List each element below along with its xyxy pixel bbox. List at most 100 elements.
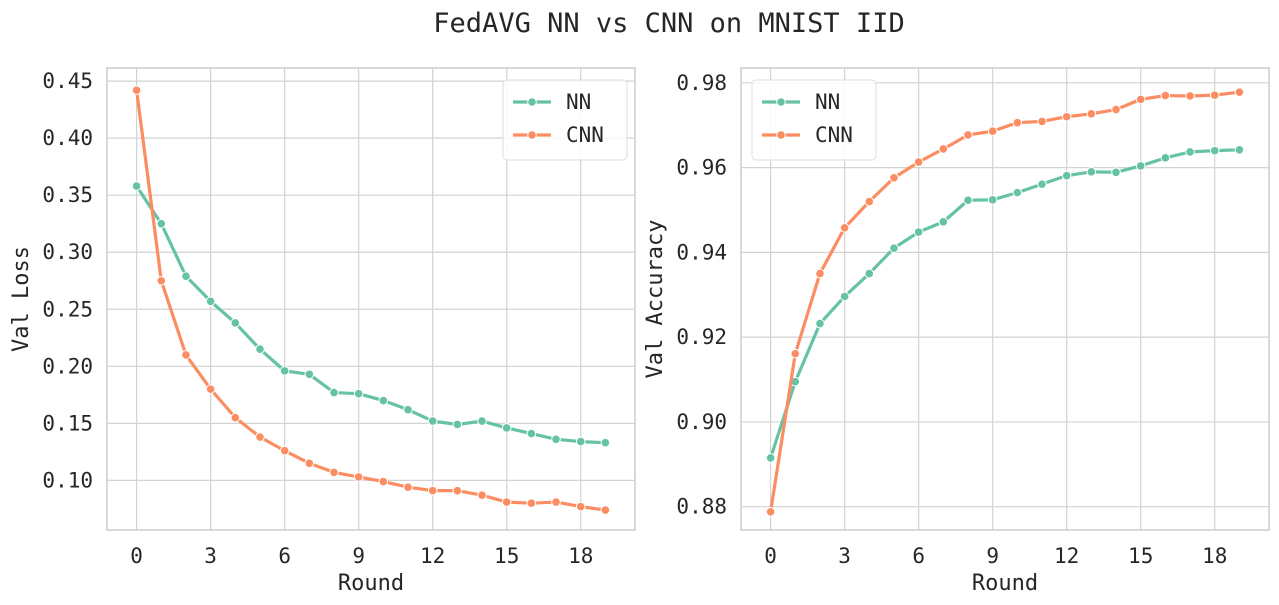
data-point-cnn: [938, 144, 949, 154]
legend-marker-nn: [776, 97, 786, 107]
x-tick-label: 9: [352, 544, 365, 568]
data-point-nn: [205, 296, 216, 307]
y-tick-label: 0.96: [676, 156, 727, 180]
legend-label-nn: NN: [815, 90, 840, 114]
data-point-nn: [600, 437, 611, 448]
data-point-nn: [181, 271, 191, 281]
figure-title: FedAVG NN vs CNN on MNIST IID: [433, 8, 904, 39]
x-tick-label: 15: [1128, 544, 1153, 568]
data-point-nn: [131, 181, 142, 191]
x-tick-label: 6: [912, 544, 925, 568]
data-point-cnn: [551, 497, 561, 507]
legend: NN CNN: [502, 79, 628, 161]
legend-label-nn: NN: [566, 90, 591, 114]
data-point-cnn: [452, 485, 463, 496]
data-point-cnn: [1111, 104, 1121, 115]
data-point-cnn: [526, 498, 537, 508]
data-point-nn: [1135, 161, 1146, 171]
legend-box: [751, 79, 877, 161]
x-tick-label: 18: [568, 544, 593, 568]
data-point-cnn: [575, 501, 586, 512]
legend-marker-nn: [527, 97, 537, 107]
data-point-nn: [329, 387, 339, 398]
data-point-nn: [279, 366, 290, 376]
data-point-cnn: [501, 497, 512, 507]
x-tick-label: 18: [1202, 544, 1227, 568]
data-point-nn: [452, 419, 463, 430]
data-point-cnn: [378, 476, 389, 487]
data-point-nn: [255, 344, 265, 354]
data-point-cnn: [353, 472, 364, 482]
data-point-nn: [1234, 145, 1245, 155]
data-point-cnn: [1086, 108, 1097, 119]
y-tick-label: 0.40: [42, 126, 93, 150]
x-tick-label: 15: [494, 544, 519, 568]
data-point-nn: [913, 227, 924, 237]
data-point-nn: [403, 404, 413, 415]
y-tick-label: 0.15: [42, 411, 93, 435]
data-point-cnn: [889, 172, 899, 183]
data-point-nn: [477, 416, 487, 426]
data-point-nn: [378, 395, 389, 406]
y-axis-label: Val Accuracy: [643, 220, 668, 379]
legend-marker-cnn: [776, 130, 786, 140]
data-point-cnn: [1234, 87, 1245, 97]
x-tick-label: 9: [986, 544, 999, 568]
y-tick-label: 0.92: [676, 325, 727, 349]
plot-frame: [740, 67, 1270, 531]
data-point-nn: [938, 217, 949, 227]
data-point-nn: [501, 423, 512, 433]
data-point-nn: [1012, 187, 1023, 198]
y-tick-label: 0.30: [42, 240, 93, 264]
y-tick-label: 0.88: [676, 495, 727, 519]
data-point-cnn: [477, 490, 487, 501]
data-point-nn: [156, 218, 167, 229]
y-tick-label: 0.94: [676, 240, 727, 264]
data-point-nn: [575, 436, 586, 447]
y-tick-label: 0.98: [676, 71, 727, 95]
data-point-nn: [427, 416, 438, 426]
data-point-cnn: [864, 196, 875, 207]
data-point-cnn: [304, 458, 315, 469]
data-point-nn: [987, 195, 998, 205]
data-point-nn: [230, 318, 241, 328]
data-point-cnn: [156, 275, 167, 286]
x-tick-label: 0: [764, 544, 777, 568]
data-point-cnn: [1061, 111, 1072, 122]
data-point-nn: [839, 291, 850, 302]
data-point-nn: [353, 388, 364, 399]
plot-frame: [106, 67, 636, 531]
data-point-cnn: [1135, 94, 1146, 105]
x-tick-label: 6: [278, 544, 291, 568]
series-line-nn: [769, 148, 1241, 460]
x-axis-label: Round: [338, 571, 404, 596]
y-tick-label: 0.20: [42, 354, 93, 378]
y-tick-label: 0.10: [42, 468, 93, 492]
accuracy-chart: 0 3 6 9 12 15 18 0.88 0.90 0.92 0.94 0.96 0.98 Round V…: [643, 67, 1270, 596]
data-point-nn: [304, 369, 315, 380]
x-tick-label: 3: [204, 544, 217, 568]
data-point-cnn: [600, 505, 611, 515]
legend-label-cnn: CNN: [566, 123, 604, 147]
y-tick-label: 0.45: [42, 69, 93, 93]
data-point-cnn: [205, 384, 216, 394]
x-tick-label: 3: [838, 544, 851, 568]
data-point-cnn: [1160, 90, 1171, 101]
x-tick-label: 12: [1054, 544, 1079, 568]
y-tick-label: 0.25: [42, 297, 93, 321]
data-point-cnn: [913, 157, 924, 167]
x-tick-label: 12: [420, 544, 445, 568]
data-point-nn: [1086, 167, 1097, 177]
data-point-nn: [1209, 145, 1220, 156]
data-point-nn: [1111, 167, 1121, 178]
loss-chart: 0 3 6 9 12 15 18 0.10 0.15 0.20 0.25 0.30 0.35 0.40 0.…: [9, 67, 636, 596]
legend-marker-cnn: [527, 130, 537, 140]
data-point-nn: [1037, 179, 1047, 189]
data-point-cnn: [1037, 116, 1047, 127]
legend-label-cnn: CNN: [815, 123, 853, 147]
data-point-nn: [1185, 147, 1195, 157]
data-point-cnn: [230, 412, 241, 423]
data-point-nn: [864, 268, 875, 279]
data-point-cnn: [1209, 90, 1220, 100]
